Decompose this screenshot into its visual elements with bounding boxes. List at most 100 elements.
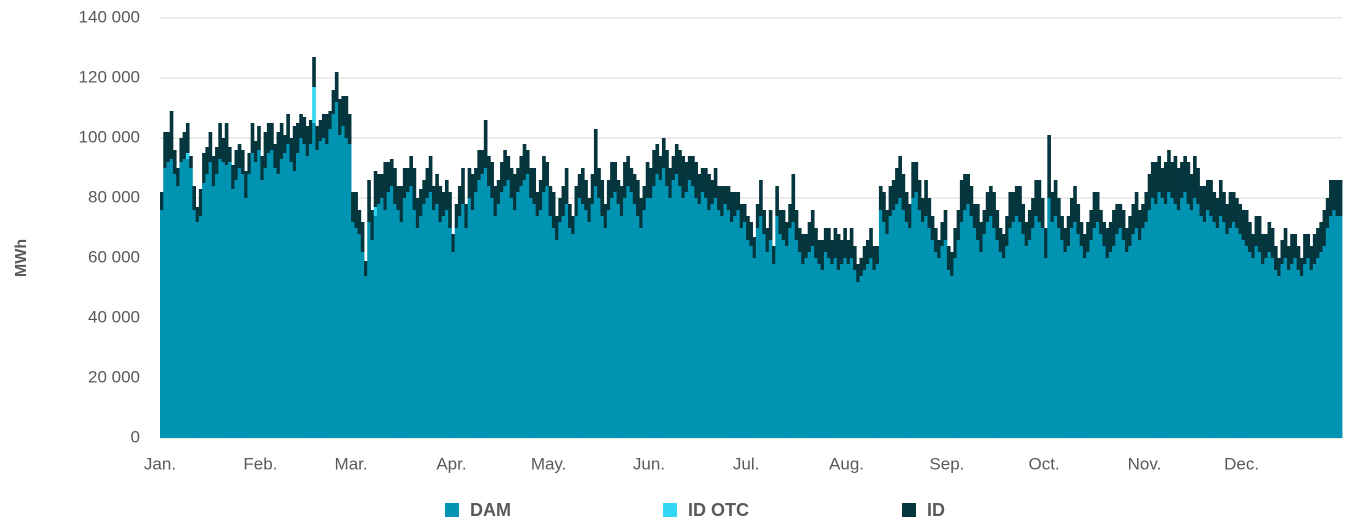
bar-segment <box>344 96 349 138</box>
bar-segment <box>1160 168 1165 198</box>
bar-segment <box>823 228 828 252</box>
bar-segment <box>441 192 446 216</box>
bar-segment <box>1076 204 1081 234</box>
bar-segment <box>283 135 287 153</box>
bar-segment <box>1244 210 1249 246</box>
bar-segment <box>312 123 316 438</box>
bar-segment <box>545 186 550 438</box>
bar-segment <box>435 204 439 438</box>
bar-segment <box>483 120 488 168</box>
bar-segment <box>1228 228 1233 438</box>
bar-segment <box>1222 222 1226 438</box>
bar-segment <box>551 228 556 438</box>
bar-segment <box>315 150 320 438</box>
bar-segment <box>428 156 433 192</box>
bar-segment <box>496 180 501 204</box>
bar-segment <box>862 270 867 438</box>
bar-segment <box>231 189 235 438</box>
bar-segment <box>639 198 643 228</box>
x-tick-label: Jan. <box>144 454 176 473</box>
bar-segment <box>1173 204 1178 438</box>
bar-segment <box>253 162 258 438</box>
bar-segment <box>833 228 838 258</box>
bar-segment <box>451 234 456 252</box>
bar-segment <box>367 222 371 438</box>
bar-segment <box>781 210 786 240</box>
bar-segment <box>415 198 420 228</box>
bar-segment <box>315 126 320 150</box>
bar-segment <box>198 216 203 438</box>
bar-segment <box>500 192 504 438</box>
bar-segment <box>1325 228 1330 438</box>
bar-segment <box>1060 240 1064 438</box>
bar-segment <box>383 162 388 210</box>
bar-segment <box>661 168 666 438</box>
bar-segment <box>286 114 290 144</box>
bar-segment <box>383 210 388 438</box>
bar-segment <box>1121 240 1126 438</box>
bar-segment <box>950 252 954 276</box>
bar-segment <box>1186 162 1191 204</box>
bar-segment <box>399 222 404 438</box>
bar-segment <box>529 198 533 438</box>
bar-segment <box>1196 168 1200 204</box>
bar-segment <box>454 228 459 438</box>
bar-segment <box>454 204 459 228</box>
bar-segment <box>1176 210 1181 438</box>
bar-segment <box>716 186 721 210</box>
bar-segment <box>665 150 669 186</box>
bar-segment <box>467 168 472 198</box>
bar-segment <box>480 150 485 174</box>
bar-segment <box>1231 192 1236 222</box>
bar-segment <box>1186 204 1191 438</box>
bar-segment <box>561 186 566 216</box>
bar-segment <box>525 174 530 438</box>
bar-segment <box>694 162 698 198</box>
bar-segment <box>778 210 783 234</box>
bar-segment <box>992 228 996 438</box>
bar-segment <box>830 240 834 264</box>
bar-segment <box>571 216 575 234</box>
bar-segment <box>1235 228 1239 438</box>
bar-segment <box>425 198 430 438</box>
bar-segment <box>697 174 702 204</box>
bar-segment <box>768 210 773 240</box>
bar-segment <box>723 186 728 204</box>
bar-segment <box>655 144 660 174</box>
bar-segment <box>276 174 281 438</box>
bar-segment <box>1280 264 1285 438</box>
bar-segment <box>1141 228 1145 438</box>
bar-segment <box>619 186 624 216</box>
bar-segment <box>163 132 167 168</box>
bar-segment <box>512 210 517 438</box>
bar-segment <box>208 162 213 438</box>
bar-segment <box>211 186 216 438</box>
bar-segment <box>898 198 902 438</box>
bar-segment <box>276 132 281 174</box>
bar-segment <box>419 189 423 216</box>
bar-segment <box>668 198 673 438</box>
bar-segment <box>1118 228 1123 438</box>
bar-segment <box>807 222 812 252</box>
bar-segment <box>911 162 915 198</box>
bar-segment <box>1338 216 1343 438</box>
bar-segment <box>921 198 925 222</box>
bar-segment <box>966 174 970 204</box>
bar-segment <box>1102 222 1106 246</box>
bar-segment <box>930 216 935 240</box>
bar-segment <box>211 156 216 186</box>
bar-segment <box>969 216 974 438</box>
bar-segment <box>357 210 362 234</box>
bar-segment <box>904 222 909 438</box>
bar-segment <box>1212 222 1217 438</box>
bar-segment <box>1176 168 1181 210</box>
bar-segment <box>457 216 462 438</box>
bar-segment <box>1205 180 1210 210</box>
bar-segment <box>642 210 647 438</box>
bar-segment <box>321 138 326 438</box>
bar-segment <box>1183 156 1187 192</box>
bar-segment <box>1264 258 1268 438</box>
bar-segment <box>972 228 977 438</box>
bar-segment <box>334 102 339 438</box>
bar-segment <box>1312 264 1317 438</box>
